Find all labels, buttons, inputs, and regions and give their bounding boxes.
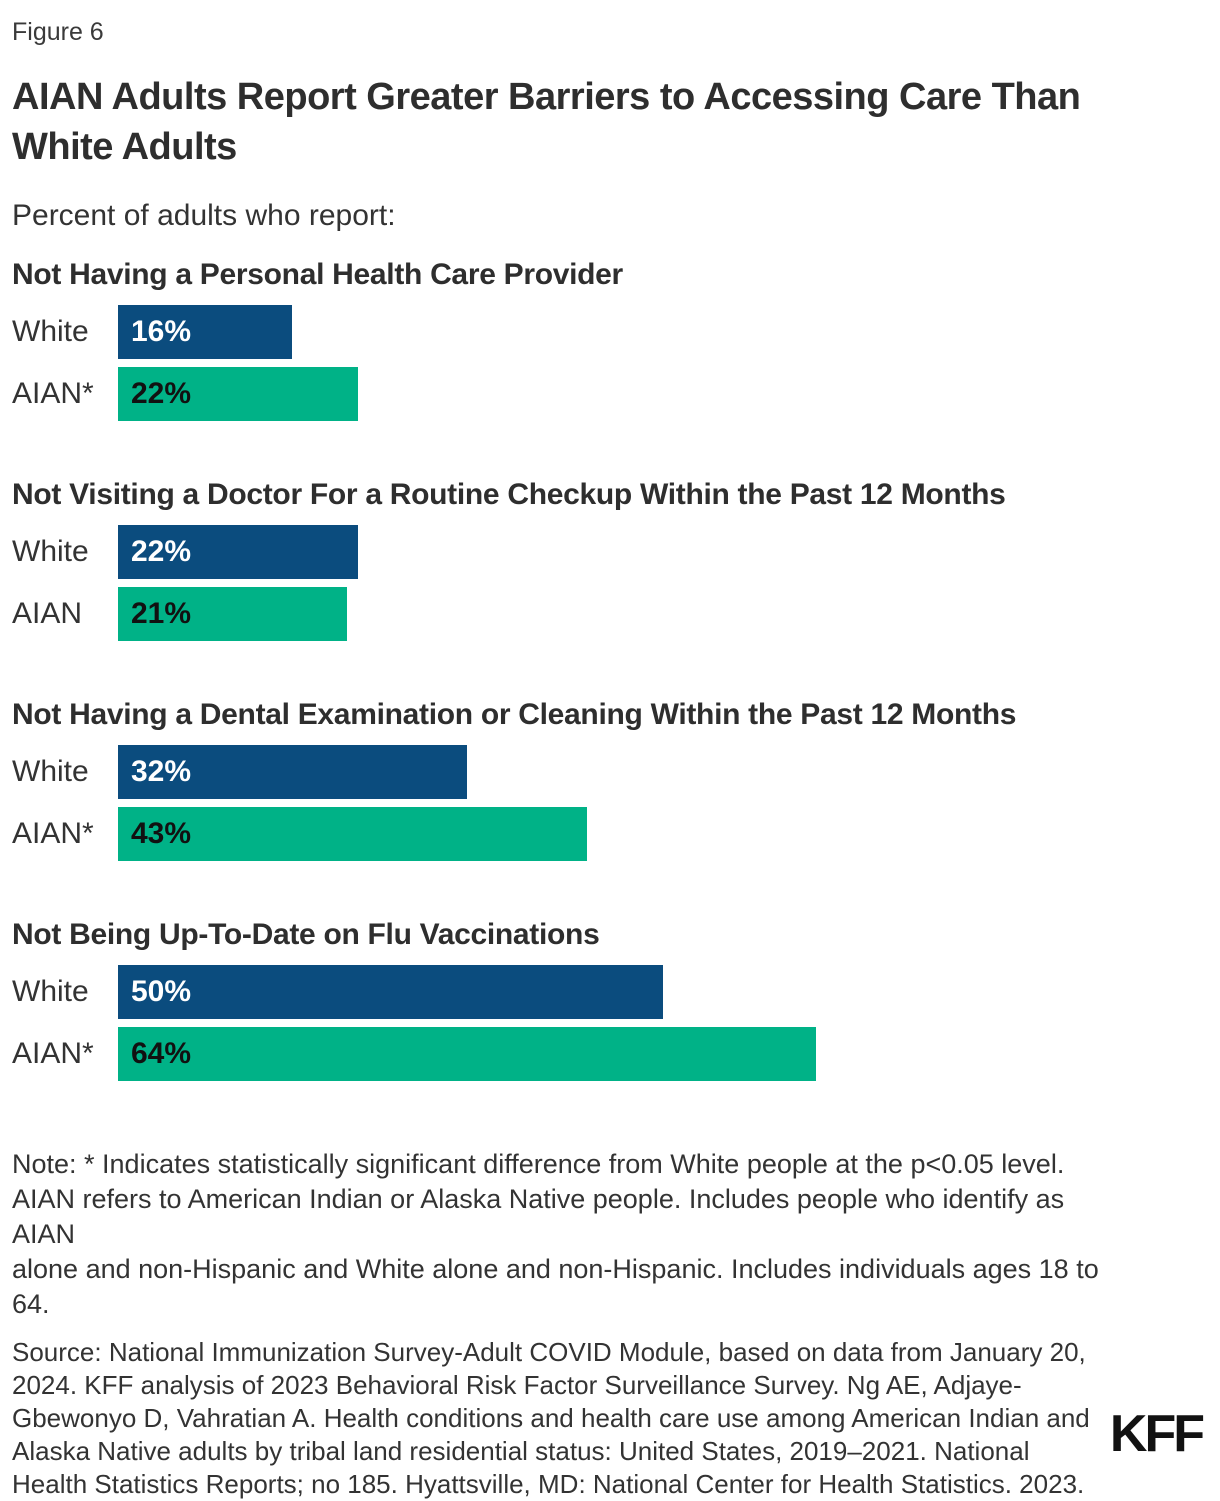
- chart-subtitle: Percent of adults who report:: [12, 199, 396, 232]
- page-title: AIAN Adults Report Greater Barriers to A…: [12, 76, 1081, 168]
- chart-group-flu: Not Being Up-To-Date on Flu Vaccinations…: [12, 917, 1206, 1081]
- bar-white: 22%: [118, 525, 358, 579]
- bar-value-label: 50%: [131, 975, 192, 1008]
- group-heading: Not Visiting a Doctor For a Routine Chec…: [12, 478, 1006, 511]
- bar-row: White 16%: [12, 305, 1206, 359]
- bar-value-label: 21%: [131, 597, 192, 630]
- row-label-white: White: [12, 315, 89, 348]
- bar-row: AIAN* 64%: [12, 1027, 1206, 1081]
- group-heading: Not Having a Personal Health Care Provid…: [12, 258, 623, 291]
- row-label-white: White: [12, 535, 89, 568]
- row-label-aian: AIAN*: [12, 377, 94, 410]
- row-label-white: White: [12, 755, 89, 788]
- bar-aian: 43%: [118, 807, 587, 861]
- note-text: Note: * Indicates statistically signific…: [12, 1149, 1099, 1319]
- bar-row: White 22%: [12, 525, 1206, 579]
- bar-white: 50%: [118, 965, 663, 1019]
- bar-white: 16%: [118, 305, 293, 359]
- bar-row: AIAN 21%: [12, 587, 1206, 641]
- bar-row: White 32%: [12, 745, 1206, 799]
- row-label-white: White: [12, 975, 89, 1008]
- bar-aian: 64%: [118, 1027, 816, 1081]
- chart-group-checkup: Not Visiting a Doctor For a Routine Chec…: [12, 477, 1206, 641]
- bar-value-label: 22%: [131, 535, 192, 568]
- bar-aian: 22%: [118, 367, 358, 421]
- bar-aian: 21%: [118, 587, 347, 641]
- bar-value-label: 32%: [131, 755, 192, 788]
- group-heading: Not Having a Dental Examination or Clean…: [12, 698, 1017, 731]
- group-heading: Not Being Up-To-Date on Flu Vaccinations: [12, 918, 600, 951]
- figure-label: Figure 6: [12, 18, 104, 46]
- bar-row: White 50%: [12, 965, 1206, 1019]
- row-label-aian: AIAN: [12, 597, 83, 630]
- bar-value-label: 22%: [131, 377, 192, 410]
- row-label-aian: AIAN*: [12, 1037, 94, 1070]
- bar-row: AIAN* 43%: [12, 807, 1206, 861]
- bar-value-label: 43%: [131, 817, 192, 850]
- bar-value-label: 16%: [131, 315, 192, 348]
- bar-row: AIAN* 22%: [12, 367, 1206, 421]
- kff-logo: KFF: [1109, 1405, 1205, 1463]
- source-text: Source: National Immunization Survey-Adu…: [12, 1337, 1090, 1499]
- bar-white: 32%: [118, 745, 467, 799]
- chart-group-provider: Not Having a Personal Health Care Provid…: [12, 257, 1206, 421]
- bar-value-label: 64%: [131, 1037, 192, 1070]
- chart-group-dental: Not Having a Dental Examination or Clean…: [12, 697, 1206, 861]
- row-label-aian: AIAN*: [12, 817, 94, 850]
